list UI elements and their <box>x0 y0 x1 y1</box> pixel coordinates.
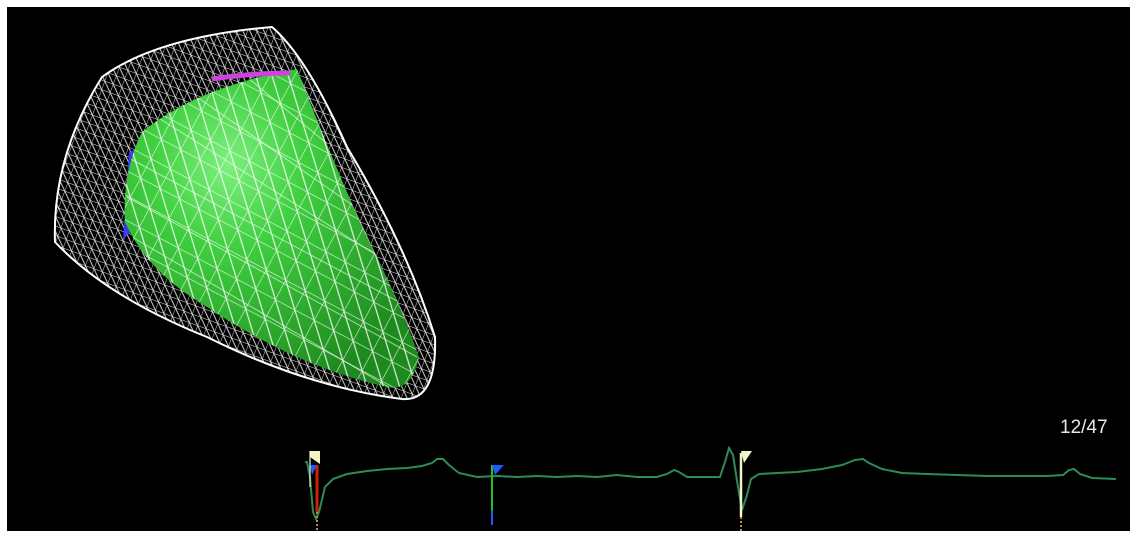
3d-viewport[interactable]: 12/47 <box>7 7 1130 531</box>
frame-counter: 12/47 <box>1060 417 1108 438</box>
ecg-trace <box>305 445 1117 522</box>
endocardium-surface <box>124 69 419 388</box>
flag-cream-icon <box>741 451 752 463</box>
ecg-marker-end[interactable] <box>739 451 752 531</box>
ecg-marker-start[interactable] <box>309 451 320 531</box>
heart-mesh-render[interactable] <box>7 7 1130 531</box>
ecg-marker-mid[interactable] <box>491 465 504 525</box>
flag-blue-icon <box>310 465 317 475</box>
endocardium-mesh-lines <box>126 76 419 388</box>
valve-ring <box>211 70 291 82</box>
ecg-strip[interactable] <box>305 445 1117 531</box>
flag-blue-icon <box>492 465 504 475</box>
flag-cream-icon <box>310 451 320 464</box>
